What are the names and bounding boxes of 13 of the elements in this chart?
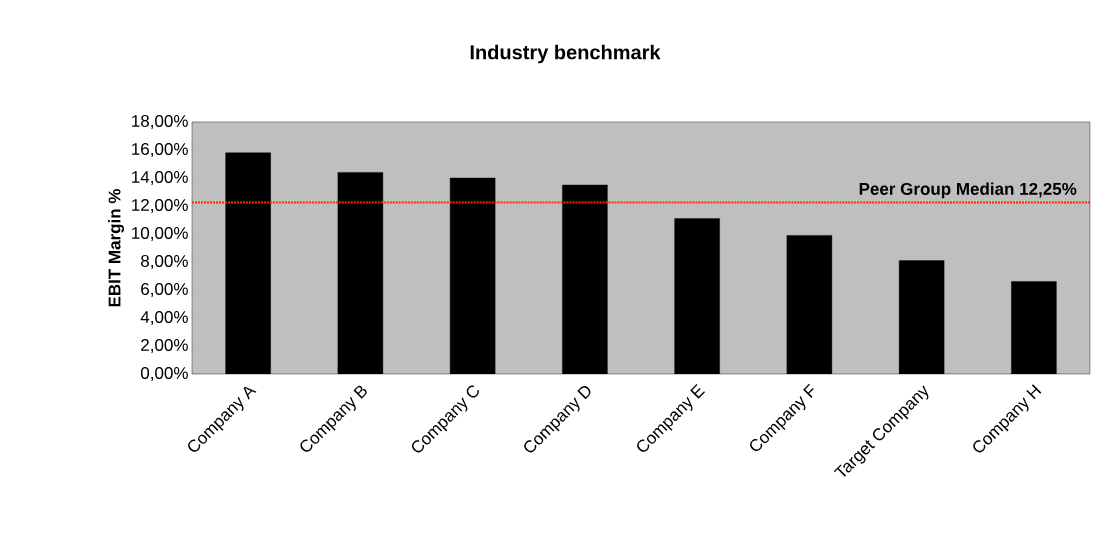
y-tick-label: 2,00% xyxy=(141,338,188,354)
y-tick-label: 0,00% xyxy=(140,366,188,381)
y-tick-label: 12,00% xyxy=(132,198,188,213)
chart-title: Industry benchmark xyxy=(470,44,661,64)
y-tick-label: 14,00% xyxy=(132,170,188,185)
y-tick-label: 6,00% xyxy=(141,282,188,297)
ref-line-label: Peer Group Median 12,25% xyxy=(859,182,1077,199)
y-tick-label: 4,00% xyxy=(140,310,188,325)
y-tick-label: 16,00% xyxy=(132,142,188,158)
y-tick-label: 8,00% xyxy=(141,254,188,270)
y-tick-label: 10,00% xyxy=(132,226,188,242)
y-axis-title: EBIT Margin % xyxy=(108,188,124,307)
y-tick-label: 18,00% xyxy=(132,114,188,130)
